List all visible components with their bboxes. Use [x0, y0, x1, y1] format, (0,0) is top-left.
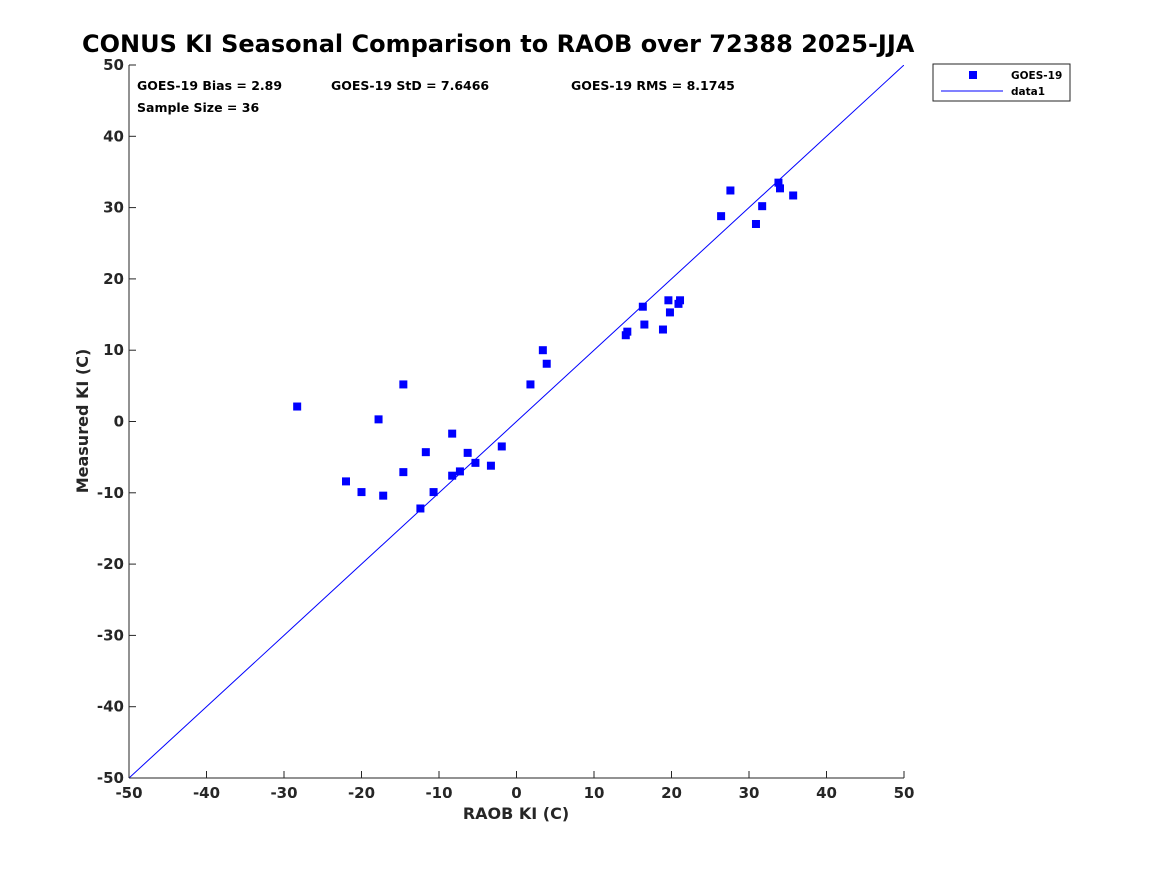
data-point: [638, 302, 647, 311]
marker-layer: [293, 178, 798, 513]
legend-label-goes19: GOES-19: [1011, 70, 1062, 82]
data-point: [758, 202, 767, 211]
data-point: [726, 186, 735, 195]
y-tick-label: -30: [97, 626, 124, 644]
data-point: [497, 442, 506, 451]
data-point: [448, 429, 457, 438]
x-tick-label: -20: [348, 784, 375, 802]
data-point: [486, 461, 495, 470]
x-tick-label: -10: [425, 784, 452, 802]
chart-title: CONUS KI Seasonal Comparison to RAOB ove…: [82, 30, 915, 58]
y-tick-label: -10: [97, 484, 124, 502]
legend: GOES-19 data1: [932, 63, 1071, 102]
y-tick-label: 0: [114, 413, 124, 431]
data-point: [526, 380, 535, 389]
legend-label-data1: data1: [1011, 86, 1045, 98]
data-point: [416, 504, 425, 513]
data-point: [399, 380, 408, 389]
stats-annotations: GOES-19 Bias = 2.89 GOES-19 StD = 7.6466…: [137, 78, 735, 115]
stat-rms: GOES-19 RMS = 8.1745: [571, 78, 735, 93]
data-point: [676, 296, 685, 305]
data-point: [357, 488, 366, 497]
data-point: [538, 346, 547, 355]
data-point: [658, 325, 667, 334]
y-tick-label: 40: [103, 127, 124, 145]
data-point: [463, 448, 472, 457]
data-point: [471, 458, 480, 467]
plot-area: -50 -40 -30 -20 -10 0 10 20 30 40 50 -50-40-30-20-…: [97, 56, 915, 802]
stat-bias: GOES-19 Bias = 2.89: [137, 78, 282, 93]
stat-sample-size: Sample Size = 36: [137, 100, 259, 115]
y-tick-label: 20: [103, 270, 124, 288]
y-tick-label: -50: [97, 769, 124, 787]
x-tick-label: 50: [894, 784, 915, 802]
data-point: [774, 178, 783, 187]
y-tick-label: -20: [97, 555, 124, 573]
x-tick-label: -30: [270, 784, 297, 802]
x-tick-label: 40: [816, 784, 837, 802]
y-tick-label: 30: [103, 199, 124, 217]
y-axis-label: Measured KI (C): [73, 349, 92, 494]
data-point: [664, 296, 673, 305]
data-point: [623, 327, 632, 336]
legend-marker-swatch: [969, 71, 977, 79]
data-point: [342, 477, 350, 486]
data-point: [448, 471, 457, 480]
data-point: [374, 415, 383, 424]
y-tick-label: 10: [103, 341, 124, 359]
x-tick-label: -50: [115, 784, 142, 802]
data-point: [429, 488, 438, 497]
data-point: [399, 468, 408, 477]
x-tick-label: 0: [511, 784, 521, 802]
legend-box: [932, 63, 1071, 102]
x-tick-label: 20: [661, 784, 682, 802]
y-tick-label: 50: [103, 56, 124, 74]
data-point: [293, 402, 302, 411]
x-tick-label: 10: [584, 784, 605, 802]
data-point: [542, 359, 551, 368]
stat-std: GOES-19 StD = 7.6466: [331, 78, 489, 93]
x-axis-ticks: -50 -40 -30 -20 -10 0 10 20 30 40 50: [115, 771, 914, 802]
x-tick-label: -40: [193, 784, 220, 802]
x-axis-label: RAOB KI (C): [463, 804, 569, 823]
data-point: [776, 184, 784, 193]
data-point: [455, 467, 464, 476]
data-point: [665, 308, 674, 317]
data-point: [421, 448, 430, 457]
data-point: [640, 320, 649, 329]
y-axis-ticks: -50 -40 -30 -20 -10 0 10 20 30 40 50: [97, 56, 136, 787]
data-point: [751, 219, 760, 228]
data-point: [789, 191, 798, 200]
y-tick-label: -40: [97, 698, 124, 716]
x-tick-label: 30: [739, 784, 760, 802]
data-point: [379, 491, 388, 500]
data-point: [717, 212, 726, 221]
